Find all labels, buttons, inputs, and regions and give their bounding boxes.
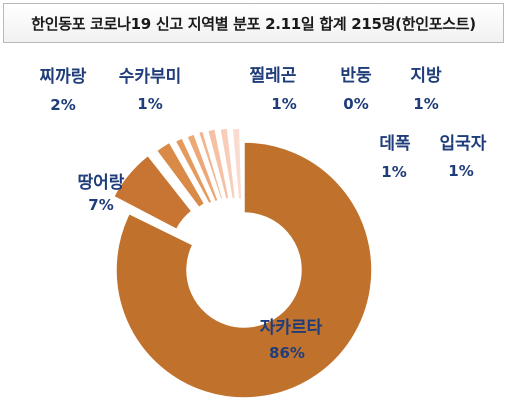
slice-label-1: 자카르타 (260, 318, 323, 338)
slice-value-9: 1% (448, 162, 473, 180)
slice-5 (185, 132, 220, 203)
slice-value-8: 1% (381, 163, 406, 181)
slice-value-4: 1% (137, 95, 162, 113)
slice-label-3: 찌까랑 (40, 67, 87, 87)
slice-value-1: 86% (269, 344, 305, 362)
slice-label-7: 지방 (410, 66, 442, 86)
chart-title: 한인동포 코로나19 신고 지역별 분포 2.11일 합계 215명(한인포스트… (31, 14, 476, 33)
slice-1 (115, 141, 373, 399)
slice-value-6: 0% (343, 95, 368, 113)
slice-labels: 자카르타 86% 땅어랑 7% 찌까랑 2% 수카부미 1% 찔레곤 1% 반둥 0% 지방 1% 데폭 1%… (40, 65, 487, 362)
slice-value-5: 1% (271, 95, 296, 113)
slice-6 (197, 130, 224, 201)
slice-label-5: 찔레곤 (250, 65, 297, 86)
slice-2 (112, 154, 193, 231)
slice-label-8: 데폭 (379, 134, 411, 154)
slice-label-4: 수카부미 (119, 67, 182, 87)
slice-label-6: 반둥 (340, 66, 372, 86)
slice-value-3: 2% (50, 96, 75, 114)
donut-slices (112, 127, 373, 399)
slice-label-9: 입국자 (440, 134, 487, 154)
slice-4 (174, 136, 213, 205)
slice-9 (231, 127, 243, 201)
chart-title-box: 한인동포 코로나19 신고 지역별 분포 2.11일 합계 215명(한인포스트… (3, 3, 504, 43)
slice-8 (219, 127, 237, 200)
slice-3 (155, 141, 206, 209)
slice-value-2: 7% (88, 196, 113, 214)
slice-value-7: 1% (413, 95, 438, 113)
slice-label-2: 땅어랑 (78, 173, 125, 193)
slice-7 (206, 128, 230, 201)
